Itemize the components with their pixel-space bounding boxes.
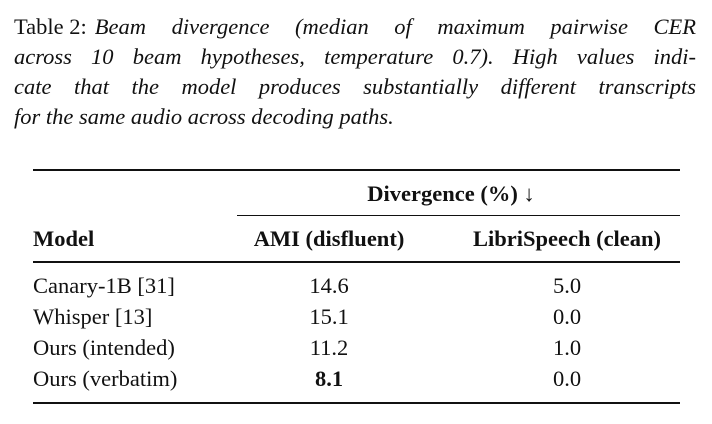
table-cell: 1.0 — [552, 335, 582, 360]
table-cell: 15.1 — [309, 304, 349, 329]
table-cell: 0.0 — [552, 366, 582, 391]
column-header: LibriSpeech (clean) — [472, 226, 662, 251]
model-name: Ours (verbatim) — [33, 366, 178, 391]
table-cell: 8.1 — [314, 366, 344, 391]
column-header: AMI (disfluent) — [253, 226, 405, 251]
table-cell: 14.6 — [309, 273, 349, 298]
cmid-rule — [237, 215, 680, 216]
table-cell: 11.2 — [309, 335, 349, 360]
table-cell: 5.0 — [552, 273, 582, 298]
bottom-rule — [33, 402, 680, 404]
model-name: Whisper [13] — [33, 304, 153, 329]
group-header: Divergence (%) ↓ — [367, 181, 535, 206]
caption-line: cate that the model produces substantial… — [14, 74, 696, 99]
top-rule — [33, 169, 680, 171]
caption-line: Beam divergence (median of maximum pairw… — [94, 14, 696, 39]
mid-rule — [33, 261, 680, 263]
model-name: Ours (intended) — [33, 335, 175, 360]
column-header: Model — [33, 226, 95, 251]
caption-line: across 10 beam hypotheses, temperature 0… — [14, 44, 696, 69]
caption-label: Table 2: — [14, 14, 87, 39]
caption-line: for the same audio across decoding paths… — [14, 104, 394, 129]
model-name: Canary-1B [31] — [33, 273, 175, 298]
table-cell: 0.0 — [552, 304, 582, 329]
caption: Table 2: Beam divergence (median of maxim… — [14, 12, 696, 132]
